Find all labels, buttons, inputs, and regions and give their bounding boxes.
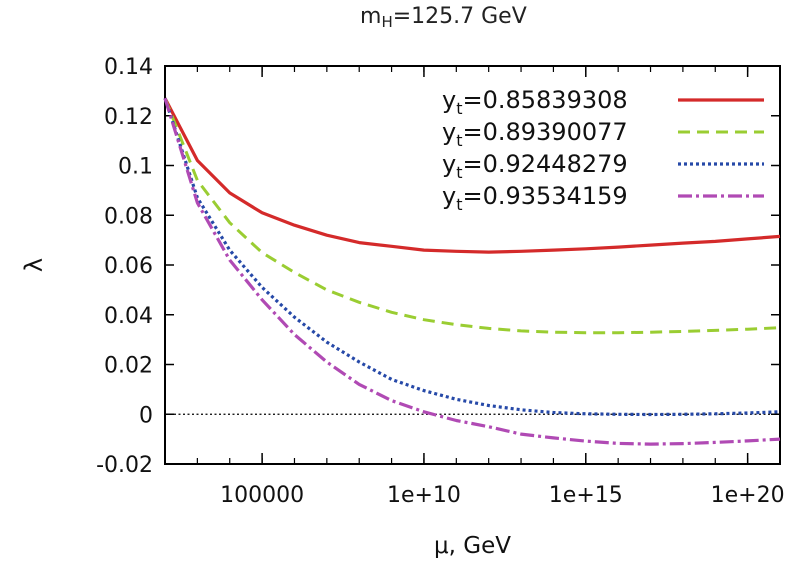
- legend-prefix: y: [442, 86, 456, 114]
- y-tick-label: 0.02: [104, 354, 153, 379]
- title-subscript: H: [381, 13, 393, 31]
- y-tick-label: 0.06: [104, 254, 153, 279]
- legend-subscript: t: [456, 131, 462, 150]
- legend-value: 0.89390077: [483, 118, 628, 146]
- x-tick-label: 1e+10: [387, 483, 461, 508]
- legend-subscript: t: [456, 99, 462, 118]
- legend-equals: =: [462, 118, 482, 146]
- legend-label-1: yt=0.85839308: [442, 86, 628, 118]
- legend-prefix: y: [442, 118, 456, 146]
- legend-prefix: y: [442, 150, 456, 178]
- series-line-4: [163, 97, 781, 446]
- y-tick-label: 0.14: [104, 55, 153, 80]
- y-tick-label: 0.1: [118, 155, 153, 180]
- series-line-1: [163, 97, 781, 254]
- y-tick-label: 0.08: [104, 204, 153, 229]
- series-line-3: [163, 97, 781, 417]
- x-tick-label: 1e+20: [711, 483, 785, 508]
- legend-subscript: t: [456, 195, 462, 214]
- y-tick-label: 0.04: [104, 304, 153, 329]
- legend-equals: =: [462, 86, 482, 114]
- legend-label-3: yt=0.92448279: [442, 150, 628, 182]
- series-line-2: [163, 97, 781, 335]
- x-tick-label: 100000: [220, 483, 304, 508]
- y-tick-label: 0: [139, 403, 153, 428]
- x-axis-label: μ, GeV: [434, 533, 511, 559]
- y-tick-label: -0.02: [96, 453, 153, 478]
- legend-prefix: y: [442, 182, 456, 210]
- title-suffix: =125.7 GeV: [392, 4, 527, 29]
- title-prefix: m: [360, 4, 382, 29]
- legend-label-2: yt=0.89390077: [442, 118, 628, 150]
- legend-equals: =: [462, 150, 482, 178]
- legend-subscript: t: [456, 163, 462, 182]
- legend-value: 0.93534159: [483, 182, 628, 210]
- chart-title: mH=125.7 GeV: [360, 4, 527, 31]
- legend-equals: =: [462, 182, 482, 210]
- y-tick-label: 0.12: [104, 105, 153, 130]
- x-tick-label: 1e+15: [549, 483, 623, 508]
- legend-value: 0.92448279: [483, 150, 628, 178]
- y-axis-label: λ: [20, 258, 48, 272]
- legend-label-4: yt=0.93534159: [442, 182, 628, 214]
- legend-value: 0.85839308: [483, 86, 628, 114]
